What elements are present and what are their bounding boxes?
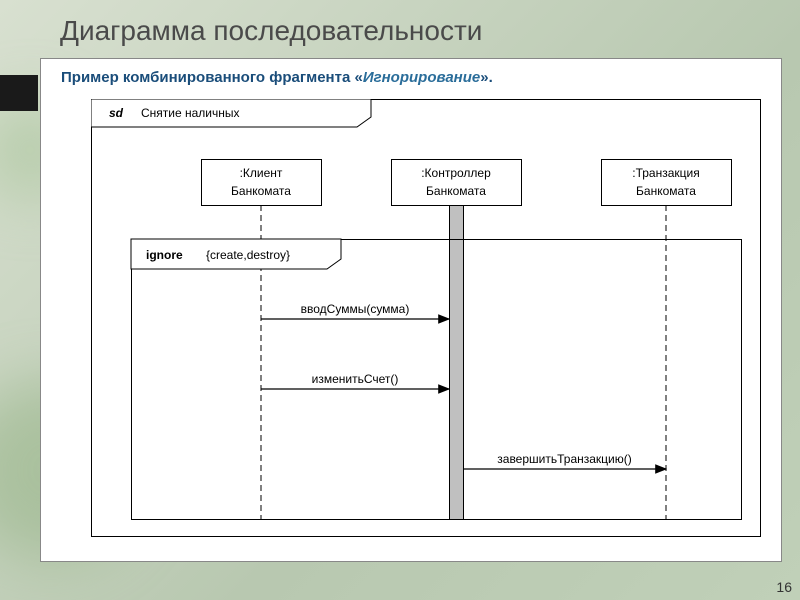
content-panel: Пример комбинированного фрагмента «Игнор… xyxy=(40,58,782,562)
sequence-diagram: sd Снятие наличных :Клиент Банкомата :Контро… xyxy=(91,99,761,549)
subtitle: Пример комбинированного фрагмента «Игнор… xyxy=(61,69,493,86)
svg-text:Банкомата: Банкомата xyxy=(636,184,696,198)
svg-text::Контроллер: :Контроллер xyxy=(421,166,491,180)
svg-text::Клиент: :Клиент xyxy=(240,166,283,180)
accent-box xyxy=(0,75,38,111)
svg-text:вводСуммы(сумма): вводСуммы(сумма) xyxy=(301,302,410,316)
page-number: 16 xyxy=(776,579,792,595)
svg-text:sd: sd xyxy=(109,106,124,120)
svg-text:ignore: ignore xyxy=(146,248,183,262)
svg-text:{create,destroy}: {create,destroy} xyxy=(206,248,290,262)
svg-text:изменитьСчет(): изменитьСчет() xyxy=(312,372,399,386)
svg-text:завершитьТранзакцию(): завершитьТранзакцию() xyxy=(497,452,631,466)
svg-text:Банкомата: Банкомата xyxy=(231,184,291,198)
subtitle-em: Игнорирование xyxy=(363,69,480,86)
slide-title: Диаграмма последовательности xyxy=(60,15,482,47)
subtitle-suffix: ». xyxy=(480,69,493,86)
svg-text::Транзакция: :Транзакция xyxy=(632,166,699,180)
subtitle-prefix: Пример комбинированного фрагмента « xyxy=(61,69,363,86)
svg-text:Снятие наличных: Снятие наличных xyxy=(141,106,240,120)
svg-text:Банкомата: Банкомата xyxy=(426,184,486,198)
